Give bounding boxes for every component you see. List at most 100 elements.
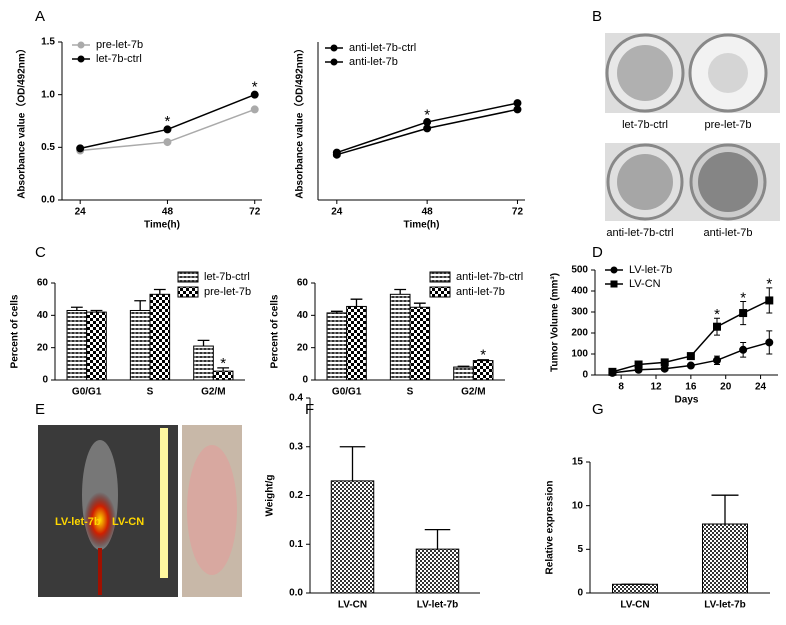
annotation: * xyxy=(165,113,171,130)
x-tick-label: LV-CN xyxy=(620,600,649,611)
x-tick-label: LV-let-7b xyxy=(704,600,745,611)
y-axis-label: Percent of cells xyxy=(10,294,21,368)
annotation: * xyxy=(740,289,746,306)
bar xyxy=(389,293,411,381)
y-tick-label: 15 xyxy=(572,457,584,468)
bar xyxy=(346,305,367,381)
x-tick-label: G0/G1 xyxy=(72,387,102,398)
marker xyxy=(423,124,432,133)
legend-label: LV-CN xyxy=(629,278,661,290)
bar xyxy=(212,370,234,381)
annotation: * xyxy=(480,347,486,364)
y-tick-label: 0.4 xyxy=(289,393,303,404)
y-tick-label: 60 xyxy=(37,278,49,289)
marker xyxy=(686,352,695,361)
marker xyxy=(713,322,721,331)
legend-label: anti-let-7b xyxy=(456,286,505,298)
y-axis-label: Weight/g xyxy=(265,474,276,516)
bar xyxy=(193,345,214,381)
error-bar xyxy=(350,298,363,307)
error-bar xyxy=(457,365,470,368)
y-tick-label: 0.0 xyxy=(41,195,55,206)
x-tick-label: 16 xyxy=(685,382,697,393)
y-tick-label: 60 xyxy=(297,278,309,289)
marker xyxy=(163,138,172,147)
y-tick-label: 400 xyxy=(571,286,588,297)
x-tick-label: 48 xyxy=(162,207,174,218)
marker xyxy=(739,345,748,354)
marker xyxy=(765,296,774,305)
photo-caption: anti-let-7b xyxy=(704,227,753,239)
legend-marker xyxy=(610,280,618,288)
marker xyxy=(713,356,721,365)
panel-label: C xyxy=(35,244,46,261)
y-tick-label: 0.5 xyxy=(41,142,55,153)
panel-label: E xyxy=(35,401,45,418)
error-bar xyxy=(153,288,166,295)
x-tick-label: G2/M xyxy=(201,387,225,398)
y-tick-label: 0.3 xyxy=(289,441,303,452)
x-tick-label: LV-let-7b xyxy=(417,600,458,611)
legend-marker xyxy=(330,44,338,52)
x-tick-label: 24 xyxy=(755,382,767,393)
error-bar xyxy=(339,446,366,481)
error-bar xyxy=(711,494,739,525)
photo-caption: anti-let-7b-ctrl xyxy=(606,227,673,239)
y-tick-label: 0 xyxy=(302,375,308,386)
x-tick-label: 72 xyxy=(249,207,261,218)
bar xyxy=(86,311,107,381)
legend-label: LV-let-7b xyxy=(629,264,672,276)
annotation: * xyxy=(220,355,226,372)
x-tick-label: 24 xyxy=(75,207,87,218)
legend-marker xyxy=(330,58,338,66)
legend-label: anti-let-7b-ctrl xyxy=(349,42,416,54)
x-axis-label: Time(h) xyxy=(144,220,180,231)
y-tick-label: 0.1 xyxy=(289,539,303,550)
marker xyxy=(660,358,669,367)
y-tick-label: 300 xyxy=(571,307,588,318)
y-tick-label: 0 xyxy=(582,370,588,381)
panel-label: D xyxy=(592,244,603,261)
x-tick-label: 72 xyxy=(512,207,524,218)
y-tick-label: 20 xyxy=(37,342,49,353)
error-bar xyxy=(477,359,490,361)
legend-label: pre-let-7b xyxy=(204,286,251,298)
x-tick-label: S xyxy=(407,387,414,398)
legend-label: pre-let-7b xyxy=(96,39,143,51)
y-tick-label: 1.5 xyxy=(41,37,55,48)
y-axis-label: Percent of cells xyxy=(270,294,281,368)
panel-label: B xyxy=(592,8,602,25)
bar xyxy=(702,523,748,594)
y-axis-label: Absorbance value（OD/492nm） xyxy=(293,43,306,199)
error-bar xyxy=(197,339,210,347)
marker xyxy=(739,309,748,318)
error-bar xyxy=(217,367,230,372)
photo-caption: LV-let-7b xyxy=(55,516,101,528)
legend-label: anti-let-7b xyxy=(349,56,398,68)
x-tick-label: 48 xyxy=(422,207,434,218)
bar xyxy=(612,583,658,594)
annotation: * xyxy=(766,276,772,293)
y-tick-label: 100 xyxy=(571,349,588,360)
y-axis-label: Relative expression xyxy=(545,481,556,575)
y-tick-label: 20 xyxy=(297,342,309,353)
x-tick-label: 24 xyxy=(331,207,343,218)
y-tick-label: 5 xyxy=(577,544,583,555)
legend-marker xyxy=(77,55,85,63)
legend-label: let-7b-ctrl xyxy=(96,53,142,65)
legend-label: anti-let-7b-ctrl xyxy=(456,271,523,283)
y-tick-label: 0 xyxy=(42,375,48,386)
panel-label: G xyxy=(592,401,604,418)
annotation: * xyxy=(424,107,430,124)
marker xyxy=(686,361,695,370)
photo-caption: let-7b-ctrl xyxy=(622,119,668,131)
x-tick-label: 8 xyxy=(618,382,624,393)
colony-photos xyxy=(605,33,780,221)
error-bar xyxy=(394,288,407,295)
y-tick-label: 40 xyxy=(297,310,309,321)
y-tick-label: 500 xyxy=(571,265,588,276)
y-tick-label: 1.0 xyxy=(41,89,55,100)
annotation: * xyxy=(252,78,258,95)
x-tick-label: G2/M xyxy=(461,387,485,398)
